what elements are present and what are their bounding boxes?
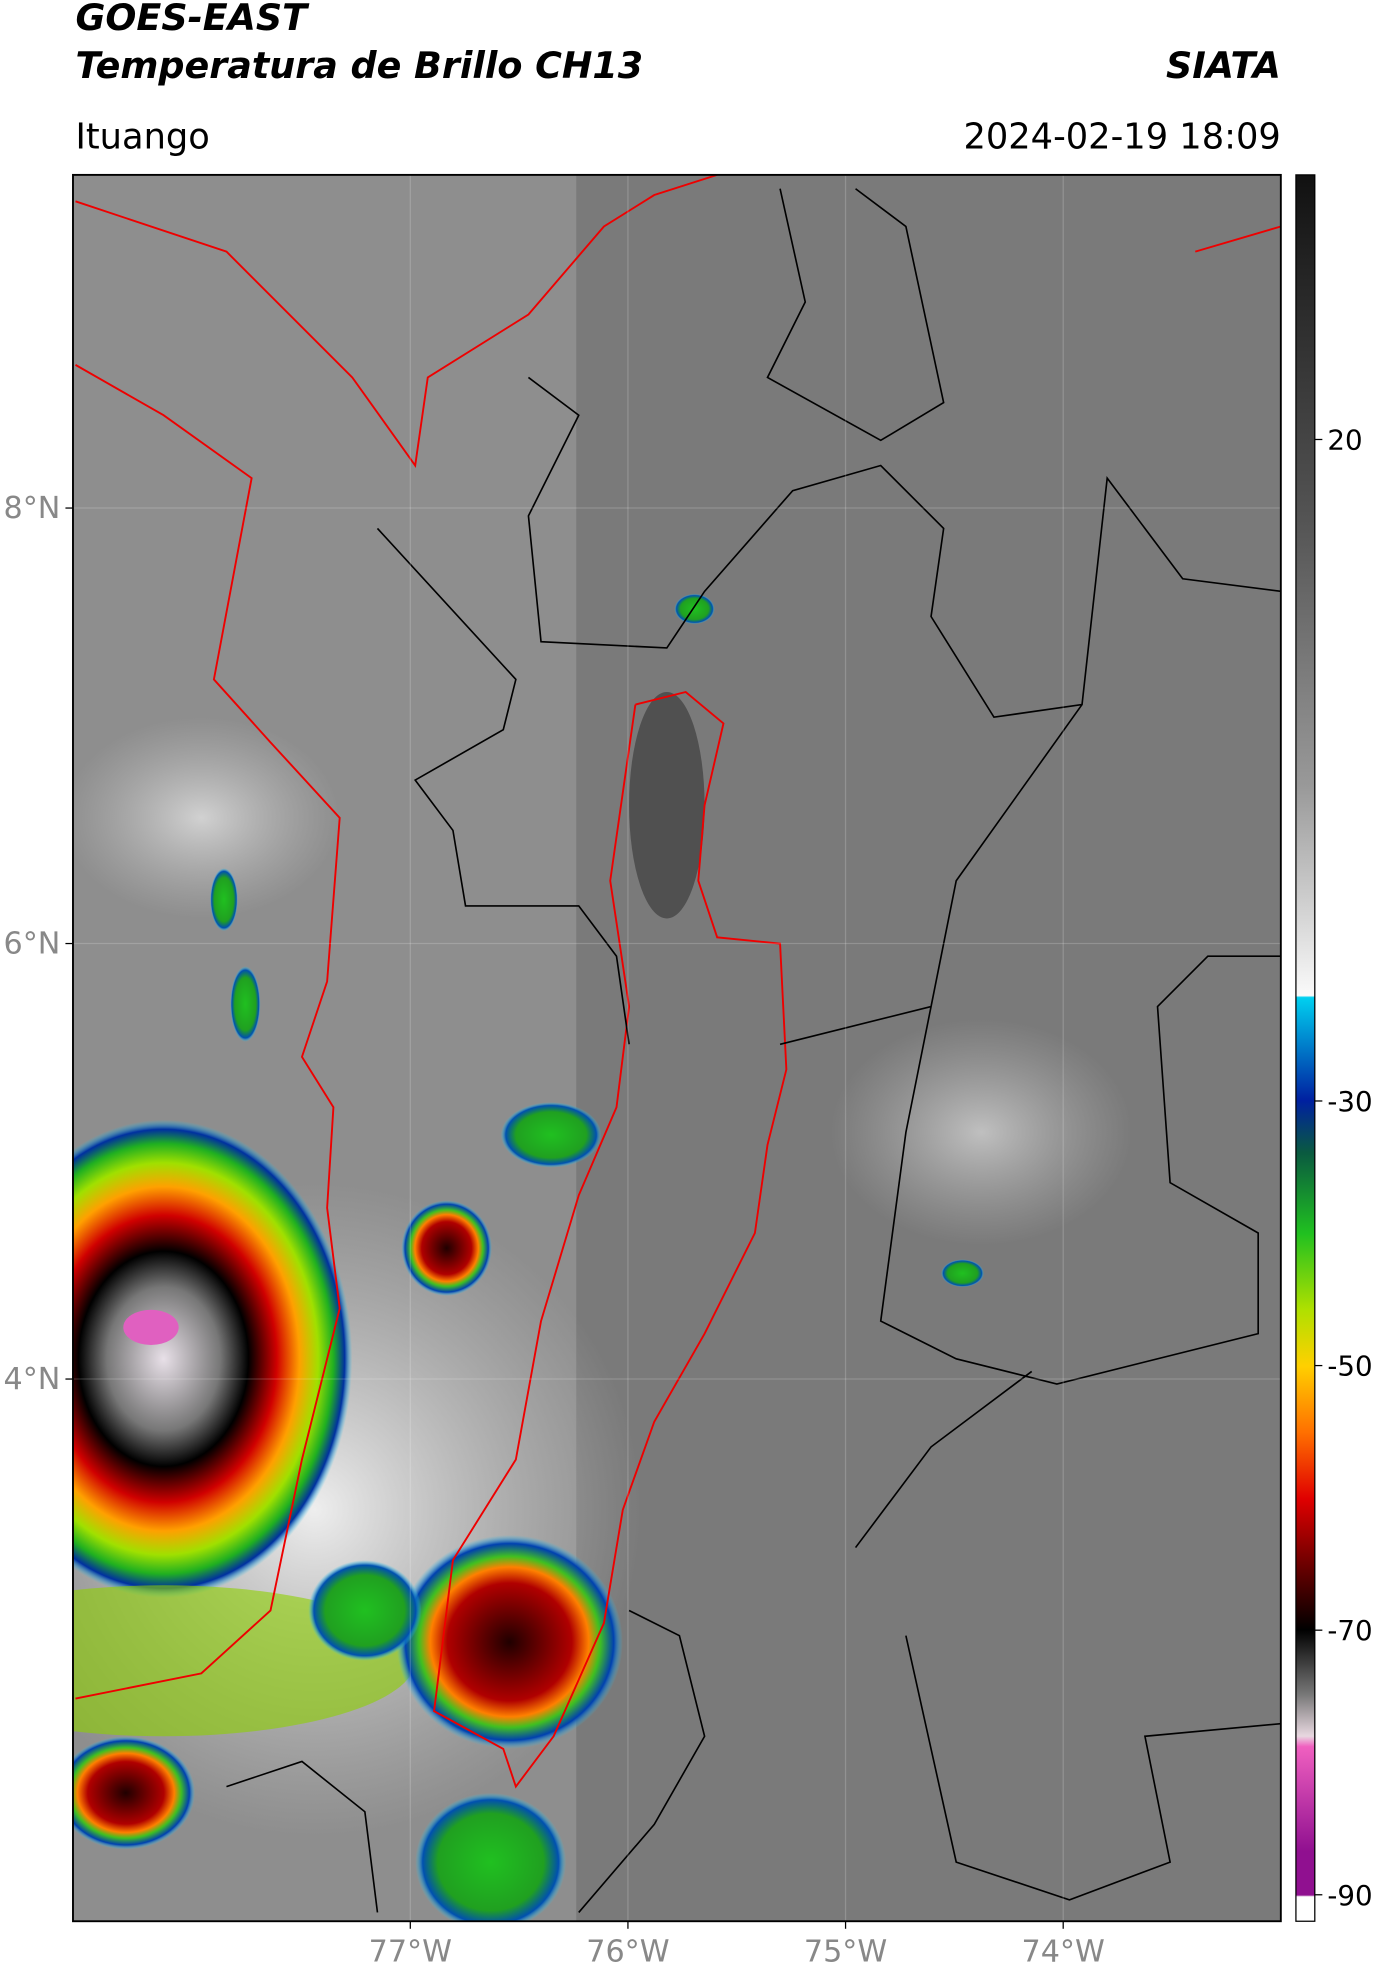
colorbar-tick-label: 20 [1327,424,1362,457]
map-frame [72,173,1282,1923]
lon-tick-label: 77°W [369,1934,452,1969]
colorbar-tick-label: -90 [1327,1879,1372,1912]
lon-tick-label: 74°W [1022,1934,1105,1969]
title-line1: GOES-EAST [75,0,310,39]
lon-tick-label: 76°W [586,1934,669,1969]
grid [72,174,1281,1922]
title-line2: Temperatura de Brillo CH13 [75,44,643,87]
timestamp: 2024-02-19 18:09 [963,116,1280,157]
lat-tick-label: 8°N [4,491,61,526]
colorbar-tick-label: -30 [1327,1085,1372,1118]
lat-tick-label: 6°N [4,927,61,962]
colorbar-tick-label: -70 [1327,1614,1372,1647]
colorbar-tick-label: -50 [1327,1350,1372,1383]
location: Ituango [75,116,209,157]
lon-tick-label: 75°W [804,1934,887,1969]
map-image [72,174,1281,1922]
colorbar [1295,174,1316,1922]
source: SIATA [1166,44,1281,87]
lat-tick-label: 4°N [4,1362,61,1397]
